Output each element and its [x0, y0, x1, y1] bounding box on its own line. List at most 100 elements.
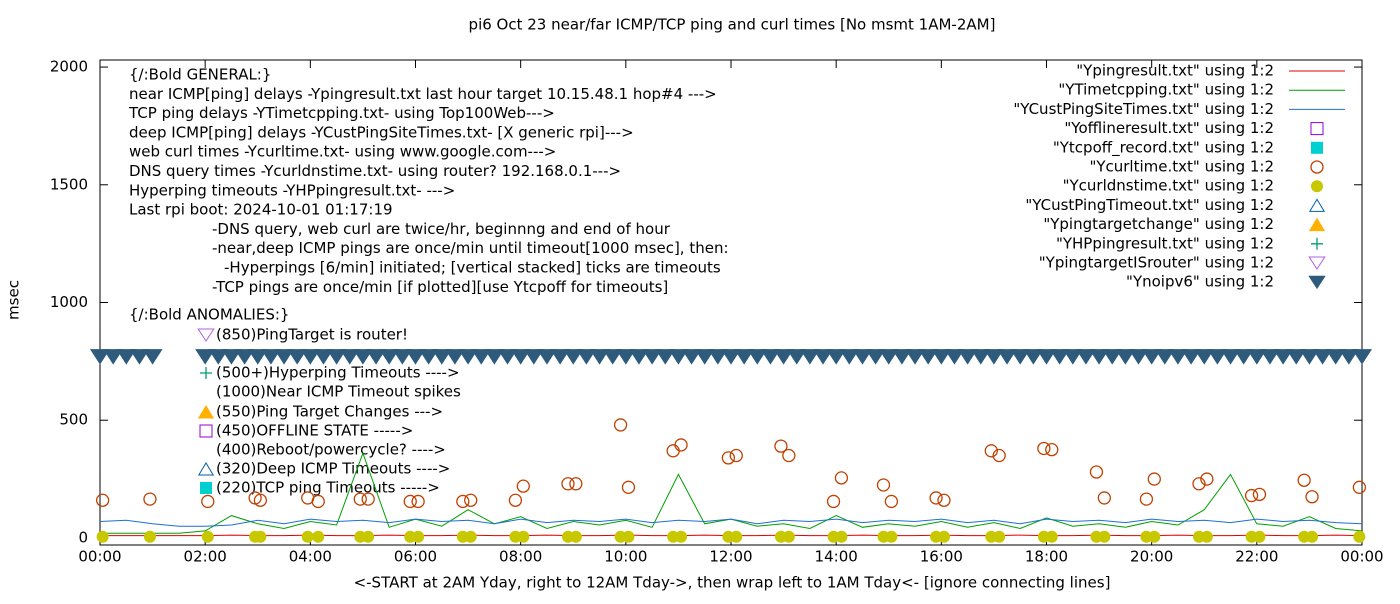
legend-swatch: [1308, 198, 1326, 212]
x-tick-label: 02:00: [184, 548, 227, 566]
data-point: [339, 349, 360, 365]
annotation: (1000)Near ICMP Timeout spikes: [216, 383, 461, 401]
data-point: [405, 349, 426, 365]
y-tick-label: 1500: [50, 175, 88, 193]
data-point: [362, 530, 375, 543]
annotation: DNS query times -Ycurldnstime.txt- using…: [129, 162, 621, 180]
data-point: [1097, 491, 1111, 505]
data-point: [221, 349, 242, 365]
data-point: [536, 349, 557, 365]
data-point: [1023, 349, 1044, 365]
data-point: [937, 530, 950, 543]
data-point: [931, 349, 952, 365]
data-point: [1045, 530, 1058, 543]
data-point: [621, 480, 636, 494]
annotation: (220)TCP ping Timeouts ----->: [216, 479, 440, 497]
data-point: [1148, 530, 1161, 543]
data-point: [1181, 349, 1202, 365]
legend-swatch: [1308, 217, 1326, 232]
data-point: [970, 349, 991, 365]
data-point: [1049, 349, 1070, 365]
data-point: [799, 349, 820, 365]
y-axis-label: msec: [5, 280, 23, 320]
x-tick-label: 06:00: [394, 548, 437, 566]
data-point: [361, 492, 375, 506]
y-tick-label: 1000: [50, 293, 88, 311]
data-point: [484, 349, 505, 365]
x-tick-label: 16:00: [920, 548, 963, 566]
data-point: [852, 349, 873, 365]
data-point: [1062, 349, 1083, 365]
data-point: [1305, 490, 1319, 504]
annotation: TCP ping delays -YTimetcpping.txt- using…: [128, 104, 555, 122]
data-point: [563, 349, 584, 365]
data-point: [674, 438, 688, 452]
data-point: [1207, 349, 1228, 365]
data-point: [602, 349, 623, 365]
legend-label: "Ypingtargetchange" using 1:2: [1043, 215, 1274, 233]
data-point: [201, 530, 214, 543]
data-point: [464, 530, 477, 543]
data-point: [561, 477, 575, 491]
marker: [200, 367, 212, 379]
x-tick-label: 04:00: [289, 548, 332, 566]
chart-title: pi6 Oct 23 near/far ICMP/TCP ping and cu…: [469, 16, 996, 34]
data-point: [655, 349, 676, 365]
legend-swatch: [1311, 237, 1323, 250]
data-point: [456, 494, 470, 509]
annotation: web curl times -Ycurltime.txt- using www…: [129, 143, 556, 161]
legend-label: "Ycurldnstime.txt" using 1:2: [1063, 177, 1274, 195]
series-line: [99, 518, 1363, 527]
annotation: {/:Bold ANOMALIES:}: [129, 306, 289, 324]
data-point: [1075, 349, 1096, 365]
data-point: [628, 349, 650, 365]
data-point: [1352, 480, 1367, 494]
data-point: [884, 494, 899, 509]
legend-label: "YCustPingTimeout.txt" using 1:2: [1025, 196, 1274, 214]
marker: [200, 482, 212, 494]
data-point: [984, 444, 998, 458]
data-point: [274, 349, 295, 365]
annotation: (320)Deep ICMP Timeouts ---->: [216, 460, 450, 478]
annotation: -TCP pings are once/min [if plotted][use…: [212, 278, 668, 296]
data-point: [1312, 349, 1333, 365]
data-point: [786, 349, 807, 365]
data-point: [747, 349, 768, 365]
data-point: [1045, 442, 1059, 457]
annotation: (850)PingTarget is router!: [216, 326, 408, 344]
data-point: [195, 349, 216, 365]
legend-label: "Yofflineresult.txt" using 1:2: [1064, 119, 1274, 137]
legend-label: "Ypingresult.txt" using 1:2: [1076, 62, 1274, 80]
data-point: [312, 530, 325, 543]
annotation: -near,deep ICMP pings are once/min until…: [212, 239, 729, 257]
data-point: [774, 439, 788, 453]
data-point: [1141, 349, 1162, 365]
legend-swatch: [1308, 275, 1326, 290]
data-point: [287, 349, 308, 365]
data-point: [720, 349, 742, 365]
x-tick-label: 18:00: [1025, 548, 1068, 566]
data-point: [208, 349, 229, 365]
data-point: [675, 530, 688, 543]
y-tick-label: 0: [78, 528, 88, 546]
data-point: [666, 444, 680, 458]
x-tick-label: 20:00: [1130, 548, 1173, 566]
data-point: [878, 349, 899, 365]
data-point: [721, 451, 736, 465]
data-point: [444, 349, 465, 365]
data-point: [353, 492, 367, 506]
data-point: [782, 448, 796, 463]
data-point: [1200, 530, 1213, 543]
x-tick-label: 08:00: [499, 548, 542, 566]
legend-label: "Ynoipv6" using 1:2: [1126, 273, 1274, 291]
data-point: [1089, 349, 1110, 365]
data-point: [729, 448, 743, 463]
data-point: [1194, 349, 1215, 365]
annotation: -DNS query, web curl are twice/hr, begin…: [212, 220, 671, 238]
annotation: near ICMP[ping] delays -Ypingresult.txt …: [129, 85, 717, 103]
data-point: [1010, 349, 1031, 365]
data-point: [412, 530, 425, 543]
data-point: [1286, 349, 1307, 365]
data-point: [826, 349, 847, 365]
